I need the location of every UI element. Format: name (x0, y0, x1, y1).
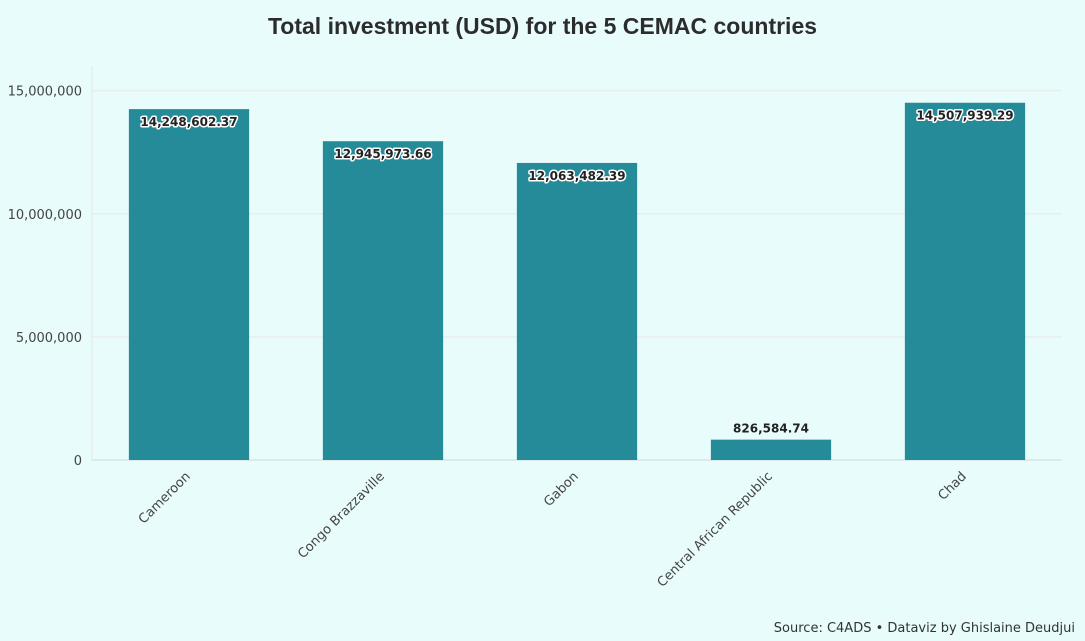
x-tick-label: Cameroon (136, 469, 194, 527)
bar (322, 141, 444, 461)
y-tick-label: 10,000,000 (8, 208, 82, 223)
axis: 0 5,000,000 10,000,000 15,000,000 (8, 66, 93, 469)
bars (128, 102, 1026, 461)
bar (710, 439, 832, 460)
data-label: 14,248,602.37 (140, 115, 237, 129)
x-tick-label: Congo Brazzaville (295, 469, 388, 562)
data-labels: 14,248,602.37 12,945,973.66 12,063,482.39 8… (139, 107, 1015, 436)
y-tick-label: 5,000,000 (16, 331, 82, 346)
bar (128, 109, 250, 460)
bar (516, 162, 638, 460)
data-label: 12,945,973.66 (334, 147, 431, 161)
data-label: 14,507,939.29 (916, 109, 1013, 123)
x-tick-label: Gabon (541, 469, 582, 510)
x-tick-label: Chad (936, 469, 970, 503)
y-tick-label: 0 (74, 454, 82, 469)
bar (904, 102, 1026, 460)
chart-title: Total investment (USD) for the 5 CEMAC c… (268, 13, 817, 39)
data-label: 12,063,482.39 (528, 169, 625, 183)
category-labels: Cameroon Congo Brazzaville Gabon Central Af… (136, 469, 970, 590)
y-tick-label: 15,000,000 (8, 85, 82, 100)
x-tick-label: Central African Republic (655, 469, 776, 590)
data-label: 826,584.74 (733, 422, 809, 436)
source-note: Source: C4ADS • Dataviz by Ghislaine Deu… (774, 621, 1075, 636)
